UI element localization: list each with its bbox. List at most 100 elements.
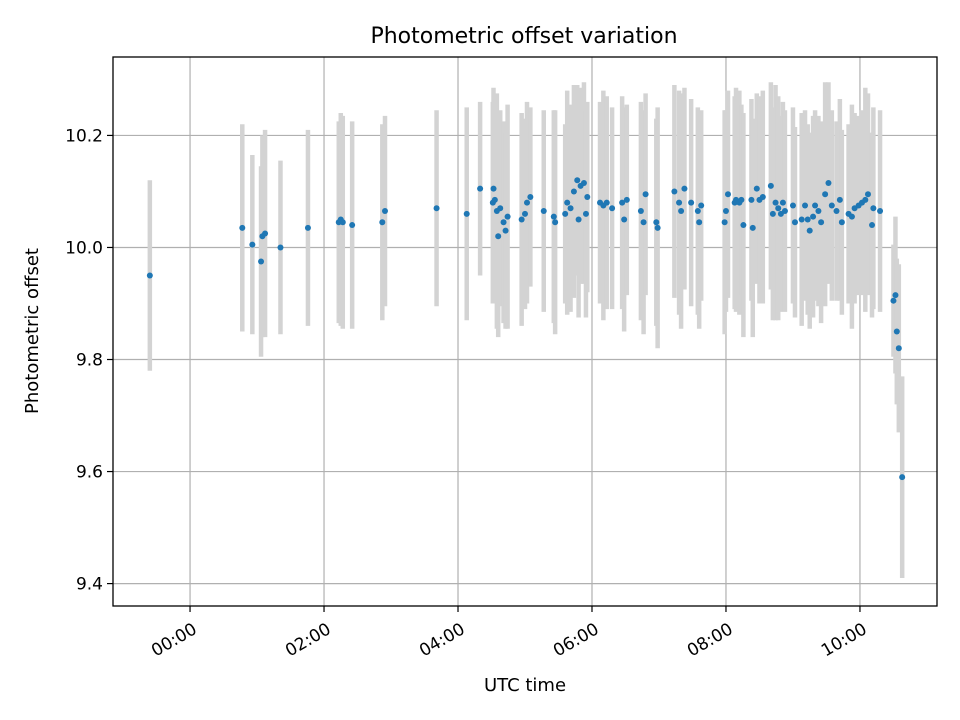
data-point bbox=[838, 219, 845, 226]
y-axis-label: Photometric offset bbox=[22, 248, 43, 414]
data-point bbox=[798, 216, 805, 223]
data-point bbox=[681, 185, 688, 192]
data-point bbox=[621, 216, 628, 223]
data-point bbox=[562, 210, 569, 217]
data-point bbox=[833, 208, 840, 215]
data-point bbox=[504, 213, 511, 220]
data-point bbox=[828, 202, 835, 209]
data-point bbox=[825, 180, 832, 187]
data-point bbox=[262, 230, 269, 237]
data-point bbox=[654, 224, 661, 231]
data-point bbox=[575, 216, 582, 223]
data-point bbox=[781, 208, 788, 215]
data-point bbox=[540, 208, 547, 215]
y-tick-label: 10.0 bbox=[65, 238, 103, 258]
data-point bbox=[810, 213, 817, 220]
data-point bbox=[870, 205, 877, 212]
data-point bbox=[836, 196, 843, 203]
y-tick-label: 9.8 bbox=[76, 351, 103, 371]
data-point bbox=[497, 205, 504, 212]
data-point bbox=[749, 224, 756, 231]
data-point bbox=[379, 219, 386, 226]
data-point bbox=[637, 208, 644, 215]
data-point bbox=[822, 191, 829, 198]
data-point bbox=[671, 188, 678, 195]
data-point bbox=[433, 205, 440, 212]
data-point bbox=[877, 208, 884, 215]
data-point bbox=[748, 196, 755, 203]
data-point bbox=[304, 224, 311, 231]
errorbar-layer bbox=[147, 82, 905, 578]
data-point bbox=[574, 177, 581, 184]
data-point bbox=[779, 199, 786, 206]
data-point bbox=[580, 180, 587, 187]
data-point bbox=[769, 210, 776, 217]
data-point bbox=[463, 210, 470, 217]
data-point bbox=[584, 194, 591, 201]
data-point bbox=[696, 219, 703, 226]
data-point bbox=[738, 196, 745, 203]
data-point bbox=[775, 205, 782, 212]
data-point bbox=[619, 199, 626, 206]
data-point bbox=[676, 199, 683, 206]
x-tick-label: 02:00 bbox=[282, 619, 334, 661]
data-point bbox=[258, 258, 265, 265]
data-point bbox=[623, 196, 630, 203]
data-point bbox=[653, 219, 660, 226]
data-point bbox=[767, 182, 774, 189]
data-point bbox=[848, 213, 855, 220]
data-point bbox=[502, 227, 509, 234]
data-point bbox=[694, 208, 701, 215]
data-point bbox=[722, 208, 729, 215]
x-tick-label: 06:00 bbox=[550, 619, 602, 661]
data-point bbox=[339, 219, 346, 226]
data-point bbox=[570, 188, 577, 195]
data-point bbox=[552, 219, 559, 226]
chart-title: Photometric offset variation bbox=[370, 24, 677, 49]
data-point bbox=[603, 199, 610, 206]
data-point bbox=[277, 244, 284, 251]
data-point bbox=[791, 219, 798, 226]
data-point bbox=[495, 233, 502, 240]
data-point bbox=[564, 199, 571, 206]
data-point bbox=[609, 205, 616, 212]
x-tick-label: 10:00 bbox=[818, 619, 870, 661]
y-tick-label: 9.4 bbox=[76, 575, 103, 595]
data-point bbox=[527, 194, 534, 201]
data-point bbox=[349, 222, 356, 229]
data-point bbox=[802, 202, 809, 209]
data-point bbox=[642, 191, 649, 198]
data-point bbox=[740, 222, 747, 229]
data-point bbox=[239, 224, 246, 231]
data-point bbox=[522, 210, 528, 217]
data-point bbox=[491, 196, 498, 203]
data-point bbox=[500, 219, 507, 226]
plot-frame bbox=[112, 56, 938, 607]
data-point bbox=[759, 194, 766, 201]
data-point bbox=[567, 205, 574, 212]
data-point bbox=[146, 272, 153, 279]
data-point bbox=[890, 297, 897, 304]
data-point bbox=[724, 191, 731, 198]
y-tick-label: 10.2 bbox=[65, 126, 103, 146]
x-axis-label: UTC time bbox=[484, 675, 566, 696]
data-point bbox=[381, 208, 388, 215]
data-point bbox=[895, 345, 902, 352]
data-point bbox=[815, 208, 822, 215]
x-tick-label: 04:00 bbox=[416, 619, 468, 661]
data-point bbox=[753, 185, 760, 192]
data-point bbox=[789, 202, 796, 209]
data-point bbox=[490, 185, 497, 192]
data-point bbox=[678, 208, 685, 215]
data-point bbox=[892, 292, 899, 299]
data-point bbox=[772, 199, 779, 206]
data-point bbox=[721, 219, 728, 226]
data-point bbox=[698, 202, 705, 209]
x-tick-label: 08:00 bbox=[684, 619, 736, 661]
data-point bbox=[806, 227, 813, 234]
data-point bbox=[688, 199, 695, 206]
data-point bbox=[582, 210, 589, 217]
data-point bbox=[804, 216, 811, 223]
point-layer bbox=[146, 177, 906, 481]
data-point bbox=[864, 191, 871, 198]
